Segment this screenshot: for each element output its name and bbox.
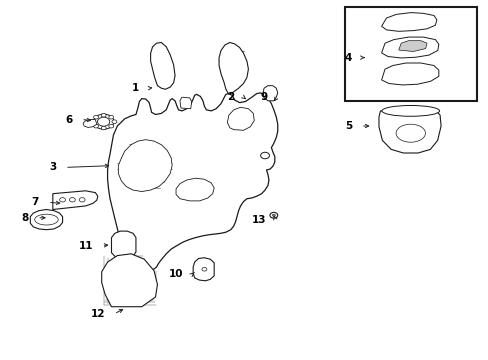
Ellipse shape — [269, 212, 277, 218]
Ellipse shape — [35, 214, 58, 225]
Polygon shape — [118, 140, 172, 192]
Polygon shape — [263, 86, 277, 101]
Ellipse shape — [93, 114, 114, 129]
Bar — [344, 7, 476, 101]
Ellipse shape — [60, 198, 65, 202]
Ellipse shape — [93, 116, 98, 119]
Polygon shape — [30, 210, 62, 230]
Text: 3: 3 — [49, 162, 56, 172]
Text: 4: 4 — [344, 53, 351, 63]
Text: 11: 11 — [78, 240, 93, 251]
Ellipse shape — [109, 124, 114, 128]
Polygon shape — [102, 254, 157, 307]
Ellipse shape — [79, 198, 85, 202]
Polygon shape — [227, 107, 254, 130]
Ellipse shape — [381, 105, 439, 116]
Polygon shape — [53, 191, 98, 210]
Ellipse shape — [260, 152, 269, 159]
Text: 7: 7 — [32, 197, 39, 207]
Text: 6: 6 — [65, 114, 72, 125]
Text: 8: 8 — [21, 213, 28, 223]
Ellipse shape — [109, 116, 114, 119]
Text: 12: 12 — [90, 309, 105, 319]
Ellipse shape — [112, 120, 117, 123]
Polygon shape — [180, 97, 191, 109]
Polygon shape — [176, 178, 214, 201]
Text: 9: 9 — [260, 92, 267, 102]
Ellipse shape — [97, 117, 109, 126]
Polygon shape — [381, 63, 438, 85]
Ellipse shape — [93, 124, 98, 128]
Polygon shape — [381, 13, 436, 31]
Polygon shape — [150, 42, 175, 89]
Ellipse shape — [202, 267, 206, 271]
Ellipse shape — [101, 126, 106, 130]
Polygon shape — [381, 37, 438, 58]
Polygon shape — [219, 42, 248, 94]
Polygon shape — [398, 41, 426, 51]
Text: 2: 2 — [227, 92, 234, 102]
Polygon shape — [193, 258, 214, 281]
Ellipse shape — [101, 113, 106, 117]
Ellipse shape — [90, 120, 95, 123]
Text: 5: 5 — [344, 121, 351, 131]
Text: 10: 10 — [168, 269, 183, 279]
Polygon shape — [111, 231, 136, 258]
Text: 13: 13 — [251, 215, 266, 225]
Ellipse shape — [272, 214, 275, 216]
Polygon shape — [378, 111, 440, 153]
Text: 1: 1 — [132, 83, 139, 93]
Polygon shape — [83, 120, 97, 127]
Ellipse shape — [395, 124, 425, 142]
Polygon shape — [107, 93, 277, 272]
Ellipse shape — [69, 198, 75, 202]
